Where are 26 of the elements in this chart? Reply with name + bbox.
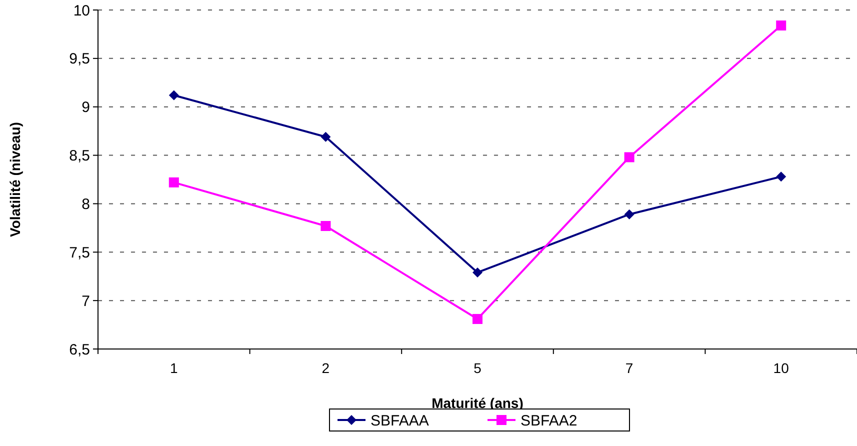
point <box>320 220 331 231</box>
point <box>624 209 634 220</box>
point <box>472 314 482 324</box>
y-tick-label: 7,5 <box>69 244 90 262</box>
legend-label: SBFAA2 <box>520 412 578 430</box>
x-tick-label: 5 <box>474 360 482 376</box>
x-tick-label: 2 <box>322 360 330 376</box>
y-tick-label: 9,5 <box>69 50 90 68</box>
point <box>168 177 179 188</box>
y-tick-label: 6,5 <box>69 341 90 358</box>
y-tick-label: 10 <box>73 2 90 20</box>
point <box>320 132 331 142</box>
point <box>472 267 482 278</box>
y-tick-label: 8,5 <box>69 148 90 165</box>
legend-label: SBFAAA <box>370 412 429 430</box>
x-tick-label: 10 <box>773 360 790 376</box>
y-tick-label: 9 <box>82 99 90 116</box>
point <box>776 20 786 30</box>
y-tick-label: 8 <box>82 196 90 213</box>
point <box>624 152 634 162</box>
point <box>168 90 179 100</box>
y-axis-title: Volatilité (niveau) <box>7 122 23 237</box>
y-tick-label: 7 <box>82 292 90 310</box>
x-tick-label: 7 <box>625 360 634 376</box>
x-tick-label: 1 <box>170 360 178 376</box>
point <box>776 172 786 182</box>
